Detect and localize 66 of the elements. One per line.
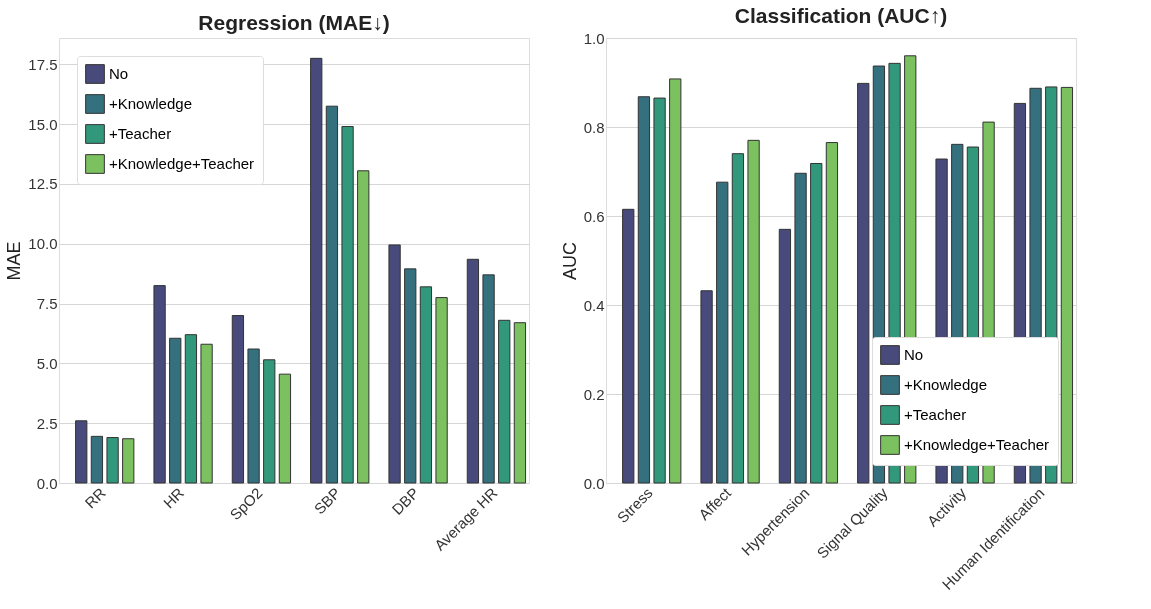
bar bbox=[731, 153, 745, 484]
bar bbox=[794, 172, 807, 484]
bar bbox=[310, 57, 323, 484]
chart-title: Classification (AUC↑) bbox=[734, 4, 948, 27]
bar bbox=[153, 285, 166, 484]
legend-label: No bbox=[904, 346, 924, 363]
y-tick-label: 2.5 bbox=[36, 414, 58, 432]
legend-label: +Teacher bbox=[904, 406, 967, 423]
y-tick-label: 0.2 bbox=[583, 385, 605, 403]
bar bbox=[247, 348, 260, 484]
bar bbox=[75, 420, 88, 484]
bar bbox=[357, 170, 370, 484]
bar bbox=[419, 286, 433, 484]
bar bbox=[278, 373, 292, 484]
bar bbox=[106, 437, 119, 484]
bar bbox=[1060, 86, 1074, 484]
y-tick-label: 12.5 bbox=[28, 175, 58, 193]
bar bbox=[90, 435, 104, 484]
bar bbox=[388, 244, 401, 484]
bar bbox=[637, 96, 651, 484]
chart-title: Regression (MAE↓) bbox=[198, 11, 390, 34]
y-tick-label: 15.0 bbox=[28, 115, 58, 133]
bar bbox=[404, 268, 417, 484]
y-tick-label: 0.6 bbox=[583, 207, 605, 225]
bar bbox=[622, 208, 635, 484]
bar bbox=[341, 126, 354, 484]
y-tick-label: 5.0 bbox=[36, 354, 58, 372]
y-axis-title: MAE bbox=[4, 241, 25, 281]
y-tick-label: 0.8 bbox=[583, 118, 605, 136]
bar bbox=[825, 142, 839, 484]
bar bbox=[184, 334, 198, 484]
bar bbox=[700, 290, 713, 484]
legend-label: +Knowledge bbox=[904, 376, 987, 393]
y-tick-label: 0.0 bbox=[583, 474, 605, 492]
y-tick-label: 17.5 bbox=[28, 55, 58, 73]
y-tick-label: 7.5 bbox=[36, 295, 58, 313]
bar bbox=[669, 78, 682, 484]
bar bbox=[778, 228, 792, 484]
legend-label: +Knowledge+Teacher bbox=[109, 155, 255, 172]
x-tick-label: HR bbox=[159, 483, 188, 512]
legend-label: No bbox=[109, 65, 129, 82]
y-tick-label: 10.0 bbox=[28, 235, 58, 253]
bar bbox=[513, 322, 527, 484]
bar bbox=[857, 82, 870, 484]
bar bbox=[435, 297, 448, 484]
bar bbox=[231, 315, 245, 484]
y-tick-label: 0.4 bbox=[583, 296, 605, 314]
bar bbox=[747, 139, 760, 484]
bar bbox=[498, 319, 511, 484]
y-tick-label: 0.0 bbox=[36, 474, 58, 492]
legend-label: +Teacher bbox=[109, 125, 172, 142]
y-axis-title: AUC bbox=[559, 241, 580, 281]
x-tick-label: RR bbox=[81, 483, 109, 512]
bar bbox=[653, 97, 666, 484]
bar bbox=[169, 337, 182, 484]
bar bbox=[810, 162, 823, 484]
bar bbox=[466, 258, 480, 484]
bar bbox=[122, 438, 135, 484]
bar bbox=[200, 343, 213, 484]
legend-label: +Knowledge+Teacher bbox=[904, 436, 1050, 453]
bar bbox=[716, 181, 729, 484]
legend-label: +Knowledge bbox=[109, 95, 192, 112]
bar bbox=[263, 359, 276, 484]
y-tick-label: 1.0 bbox=[583, 29, 605, 47]
bar bbox=[325, 105, 339, 484]
bar bbox=[482, 274, 495, 484]
